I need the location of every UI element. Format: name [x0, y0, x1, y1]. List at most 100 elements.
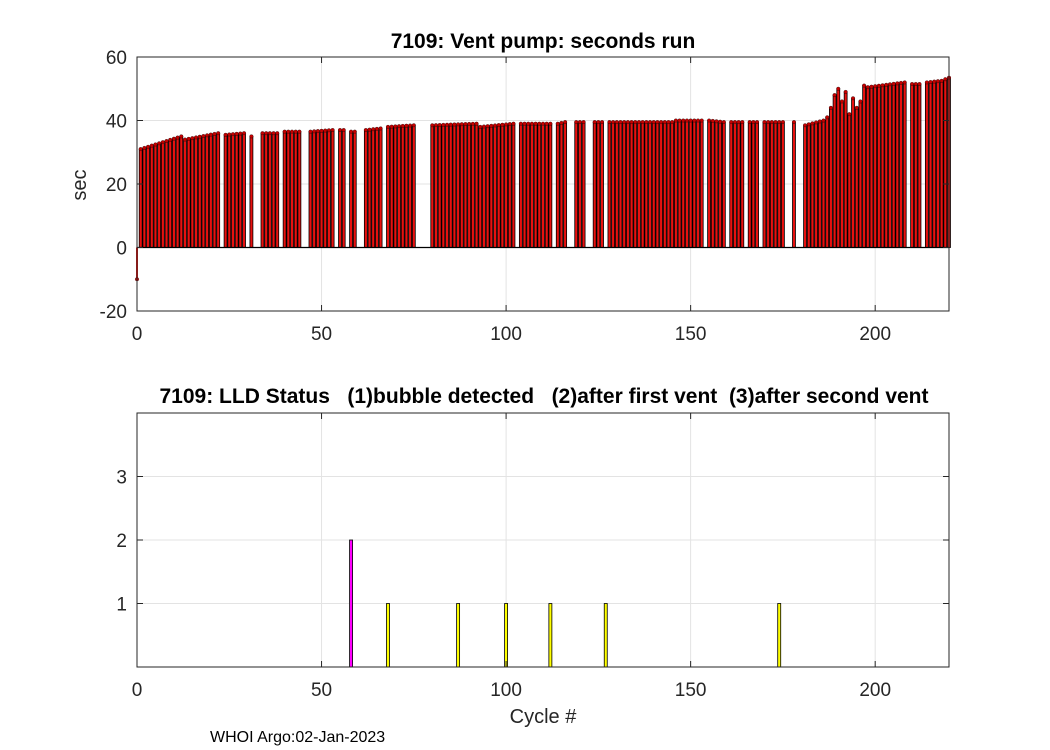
vent-pump-point	[489, 123, 494, 128]
tick-label-x: 200	[859, 324, 891, 345]
vent-pump-point	[655, 120, 660, 125]
vent-pump-point	[533, 121, 538, 126]
vent-pump-point	[714, 119, 719, 124]
tick-label-x: 0	[132, 680, 143, 701]
vent-pump-point	[205, 133, 210, 138]
vent-pump-bar	[555, 123, 560, 248]
vent-pump-bar	[655, 121, 660, 248]
vent-pump-point	[740, 120, 745, 125]
tick-label-y: 60	[106, 48, 127, 69]
lld-status-bar	[349, 539, 353, 668]
vent-pump-bar	[666, 121, 671, 248]
vent-pump-bar	[208, 134, 213, 248]
vent-pump-bar	[891, 83, 896, 248]
vent-pump-bar	[762, 121, 767, 248]
vent-pump-point	[326, 128, 331, 133]
vent-pump-bar	[408, 125, 413, 248]
vent-pump-point	[862, 83, 867, 88]
vent-pump-bar	[452, 124, 457, 248]
vent-pump-point	[902, 80, 907, 85]
vent-pump-bar	[260, 132, 265, 248]
vent-pump-bar	[445, 124, 449, 248]
vent-pump-point	[249, 134, 254, 139]
vent-pump-bar	[817, 121, 822, 248]
vent-pump-chart: 7109: Vent pump: seconds run sec 0 50 100 1…	[69, 30, 951, 345]
vent-pump-point	[441, 122, 446, 127]
vent-pump-point	[913, 82, 918, 86]
vent-pump-point	[164, 139, 169, 143]
vent-pump-point	[806, 122, 811, 127]
vent-pump-point	[146, 144, 151, 149]
vent-pump-point	[544, 121, 549, 126]
vent-pump-point	[142, 145, 147, 150]
vent-pump-point	[873, 84, 878, 89]
vent-pump-point	[876, 83, 881, 88]
vent-pump-point	[884, 82, 889, 87]
vent-pump-bar	[478, 126, 483, 248]
vent-pump-bar	[810, 122, 815, 248]
vent-pump-point	[943, 77, 948, 82]
vent-pump-point	[212, 131, 217, 136]
vent-pump-point	[677, 118, 682, 123]
vent-pump-bar	[530, 123, 534, 248]
vent-pump-bar	[733, 121, 737, 248]
vent-pump-bar	[541, 123, 545, 248]
vent-pump-point	[393, 124, 398, 129]
vent-pump-point	[315, 129, 320, 134]
vent-pump-point	[696, 118, 700, 123]
vent-pump-point	[223, 132, 228, 137]
vent-pump-bar	[740, 121, 745, 248]
vent-pump-point	[389, 124, 394, 129]
vent-pump-bar	[264, 132, 269, 248]
vent-pump-bar	[234, 133, 239, 248]
vent-pump-bar	[467, 123, 472, 248]
vent-pump-bar	[670, 121, 675, 248]
vent-pump-point	[611, 120, 616, 125]
vent-pump-bar	[371, 128, 376, 248]
vent-pump-point	[341, 128, 346, 132]
vent-pump-point	[478, 124, 483, 129]
vent-pump-point	[404, 123, 409, 128]
footer-stamp: WHOI Argo:02-Jan-2023	[210, 729, 385, 746]
vent-pump-bar	[699, 120, 704, 248]
vent-pump-point	[707, 118, 712, 123]
vent-pump-bar	[622, 121, 627, 248]
vent-pump-bar	[375, 128, 379, 248]
vent-pump-bar	[504, 123, 508, 248]
vent-pump-point	[681, 118, 686, 123]
vent-pump-bar	[146, 146, 150, 248]
vent-pump-bar	[286, 131, 291, 248]
vent-pump-bar	[806, 123, 811, 248]
vent-pump-point	[880, 83, 885, 88]
vent-pump-bar	[736, 121, 741, 248]
vent-pump-bar	[183, 139, 187, 248]
vent-pump-point	[537, 121, 542, 126]
vent-pump-bar	[290, 131, 294, 248]
vent-pump-point	[500, 122, 505, 127]
vent-pump-point	[821, 118, 826, 123]
vent-pump-bar	[205, 134, 210, 248]
vent-pump-bar	[411, 124, 416, 248]
vent-pump-point	[662, 120, 667, 125]
vent-pump-bar	[633, 121, 638, 248]
vent-pump-point	[363, 128, 368, 132]
vent-pump-bar	[175, 137, 180, 248]
vent-pump-bar	[847, 113, 852, 248]
vent-pump-point	[367, 127, 372, 132]
vent-pump-bar	[888, 83, 892, 248]
vent-pump-point	[688, 118, 693, 123]
vent-pump-point	[751, 120, 756, 125]
vent-pump-bar	[917, 83, 922, 248]
tick-label-y: 2	[116, 531, 127, 552]
vent-pump-point	[286, 129, 291, 134]
vent-pump-bar	[829, 107, 833, 248]
vent-pump-bar	[710, 120, 715, 248]
vent-pump-point	[168, 137, 173, 142]
vent-pump-bar	[223, 134, 228, 248]
vent-pump-point	[445, 122, 449, 127]
lld-status-x-axis-label: Cycle #	[510, 706, 578, 728]
tick-label-x: 150	[675, 324, 707, 345]
vent-pump-point	[670, 120, 675, 125]
vent-pump-point	[666, 120, 671, 125]
